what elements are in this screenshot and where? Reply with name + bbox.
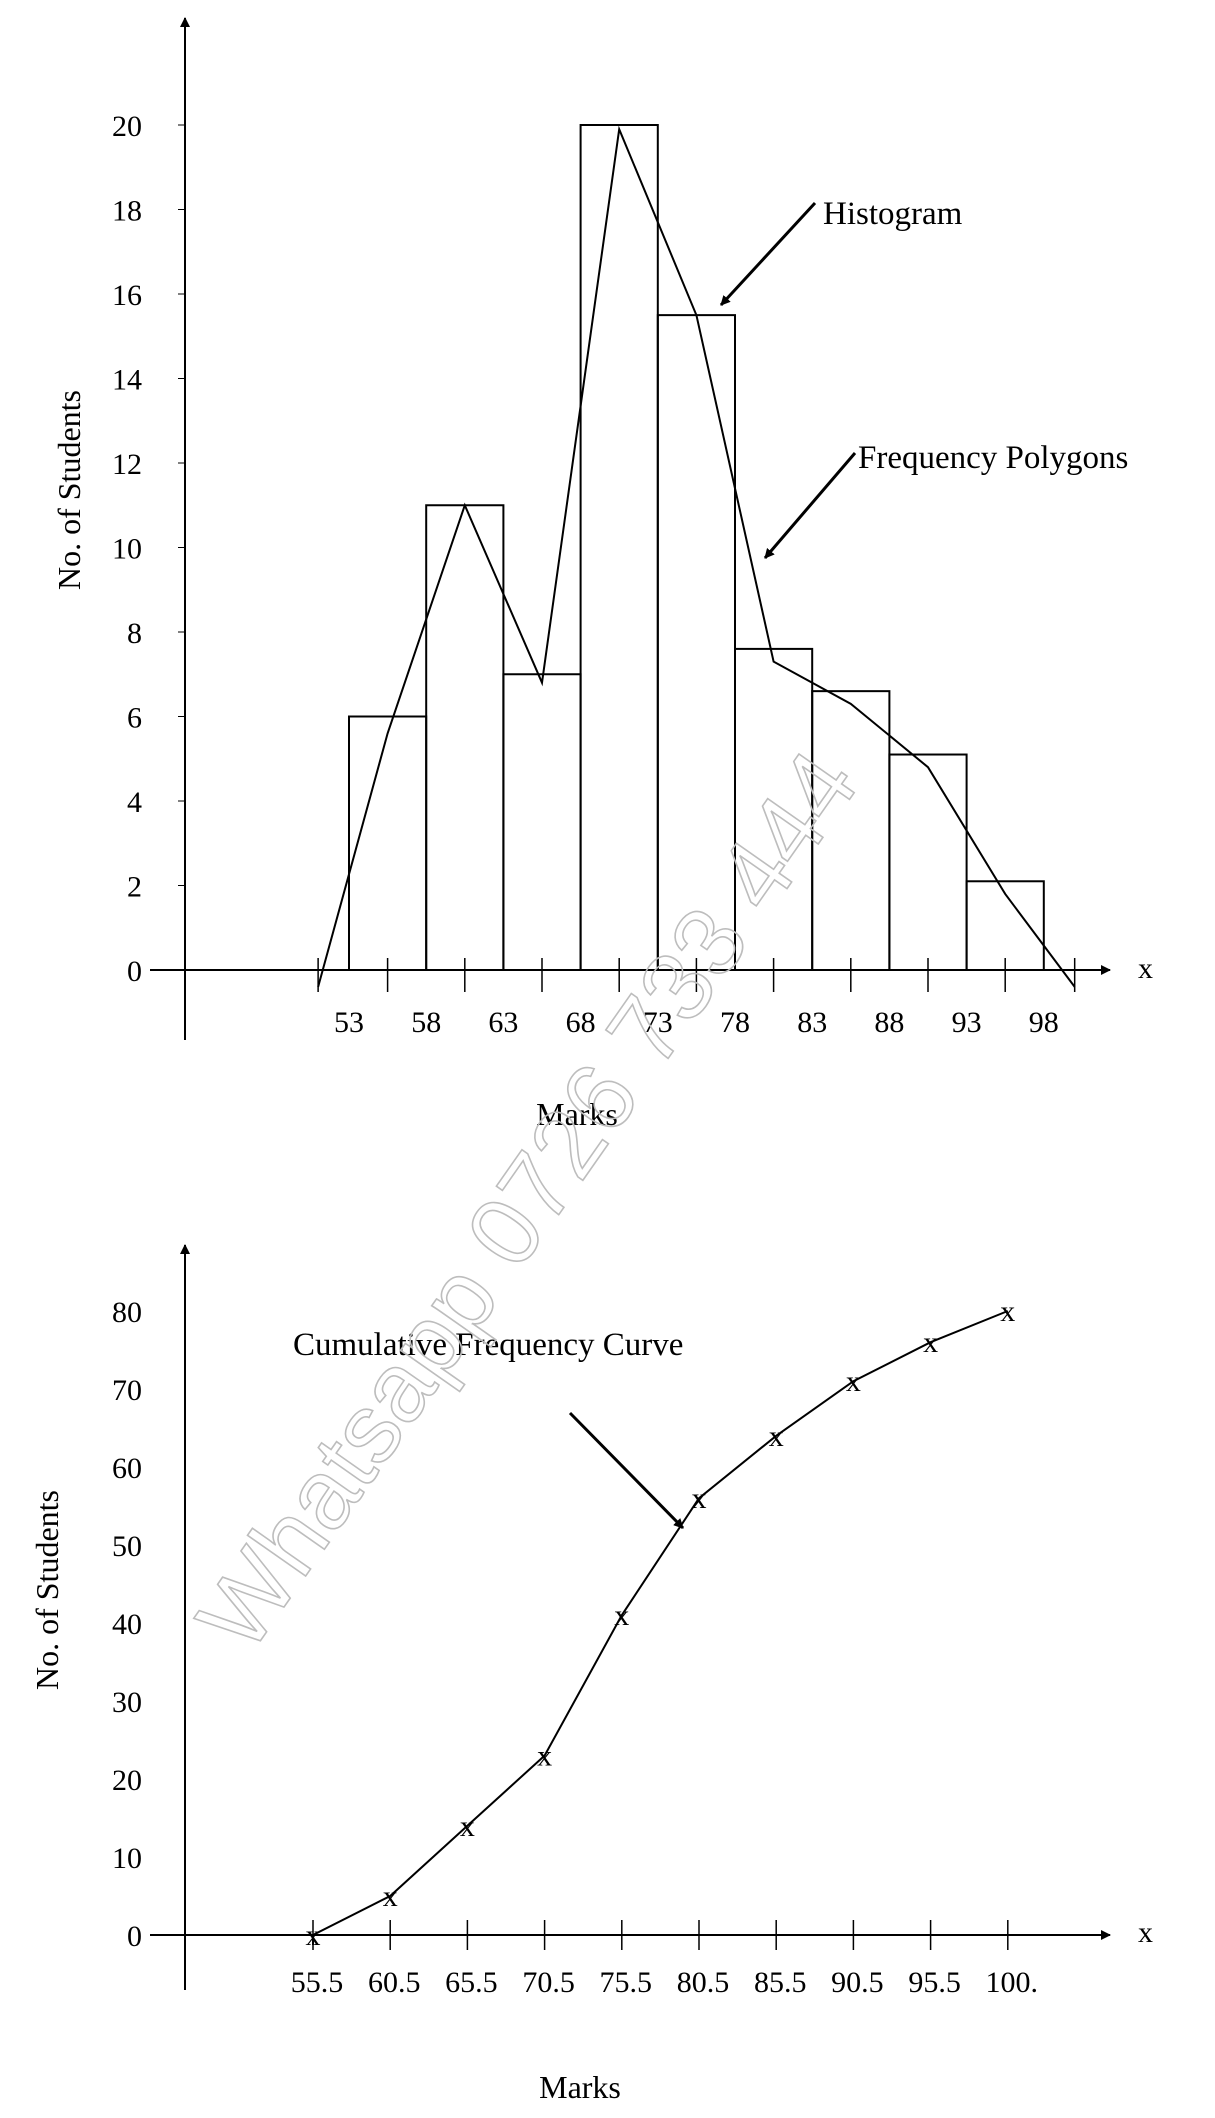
x-tick-label: 88 [874,1006,904,1039]
x-tick-label: 98 [1029,1006,1059,1039]
x-axis-end-label: x [1138,952,1153,985]
histogram-bar [502,673,582,971]
annotation-cumulative-frequency-curve: Cumulative Frequency Curve [293,1327,683,1363]
x-tick-label: 53 [334,1006,364,1039]
y-tick-label: 0 [127,955,142,988]
data-point-marker: x [537,1740,552,1773]
x-tick-label: 60.5 [368,1966,421,1999]
annotation-frequency-polygons: Frequency Polygons [858,440,1128,476]
histogram-bar [425,504,505,971]
y-tick-label: 80 [112,1296,142,1329]
data-point-marker: x [614,1599,629,1632]
y-tick-label: 10 [112,1842,142,1875]
x-tick-label: 63 [488,1006,518,1039]
x-tick-label: 80.5 [677,1966,730,1999]
histogram-bar [348,715,428,971]
histogram-bar [888,753,968,972]
cumulative-arrow [568,1411,685,1530]
x-tick-label: 55.5 [291,1966,344,1999]
x-tick-label: 93 [952,1006,982,1039]
y-tick-labels: 0 2 4 6 8 10 12 14 16 18 20 [112,110,1076,992]
y-tick-label: 20 [112,1764,142,1797]
y-tick-label: 60 [112,1452,142,1485]
y-tick-label: 8 [127,617,142,650]
data-point-marker: x [1000,1295,1015,1328]
cumulative-frequency-markers: x x x x x x x x x x [306,1295,1016,1952]
y-tick-label: 6 [127,702,142,735]
y-tick-label: 2 [127,871,142,904]
y-tick-label: 12 [112,448,142,481]
y-tick-labels: 0 10 20 30 40 50 60 70 80 [112,1296,1009,1953]
x-tick-label: 75.5 [600,1966,653,1999]
y-tick-label: 16 [112,279,142,312]
data-point-marker: x [383,1880,398,1913]
x-tick-label: 83 [797,1006,827,1039]
y-tick-label: 14 [112,364,142,397]
cumulative-frequency-line [312,1310,1009,1945]
data-point-marker: x [460,1810,475,1843]
x-tick-label: 85.5 [754,1966,807,1999]
histogram-bars [348,124,1045,972]
x-axis-label: Marks [536,1096,618,1132]
x-tick-labels: 55.5 60.5 65.5 70.5 75.5 80.5 85.5 90.5 95.5 100. [291,1966,1038,1999]
x-tick-label: 73 [643,1006,673,1039]
frequency-polygon-line [317,125,1076,988]
y-tick-label: 40 [112,1608,142,1641]
y-axis-label: No. of Students [29,1490,65,1690]
y-tick-label: 0 [127,1920,142,1953]
x-tick-label: 95.5 [908,1966,961,1999]
x-tick-label: 68 [566,1006,596,1039]
cumulative-frequency-chart: x 0 10 20 30 40 50 60 70 80 55.5 60.5 65.5 70.5 75.5… [29,1244,1153,2105]
x-tick-label: 70.5 [522,1966,575,1999]
y-tick-label: 10 [112,533,142,566]
frequency-polygons-arrow [763,452,857,559]
x-tick-label: 90.5 [831,1966,884,1999]
x-tick-label: 58 [411,1006,441,1039]
data-point-marker: x [923,1326,938,1359]
data-point-marker: x [692,1482,707,1515]
y-tick-label: 30 [112,1686,142,1719]
y-tick-label: 50 [112,1530,142,1563]
watermark-text: Whatsapp 0726 733 444 [176,732,879,1670]
histogram-bar [579,124,659,971]
data-point-marker: x [306,1919,321,1952]
x-tick-labels: 53 58 63 68 73 78 83 88 93 98 [334,1006,1059,1039]
x-tick-label: 78 [720,1006,750,1039]
data-point-marker: x [769,1420,784,1453]
y-tick-label: 18 [112,195,142,228]
y-tick-label: 20 [112,110,142,143]
y-tick-label: 70 [112,1374,142,1407]
y-axis-label: No. of Students [51,390,87,590]
x-tick-label: 100. [986,1966,1039,1999]
x-axis-end-label: x [1138,1916,1153,1949]
x-tick-label: 65.5 [445,1966,498,1999]
annotation-histogram: Histogram [823,196,963,232]
histogram-arrow [719,201,817,307]
y-tick-label: 4 [127,786,142,819]
x-axis-label: Marks [539,2069,621,2105]
data-point-marker: x [846,1365,861,1398]
